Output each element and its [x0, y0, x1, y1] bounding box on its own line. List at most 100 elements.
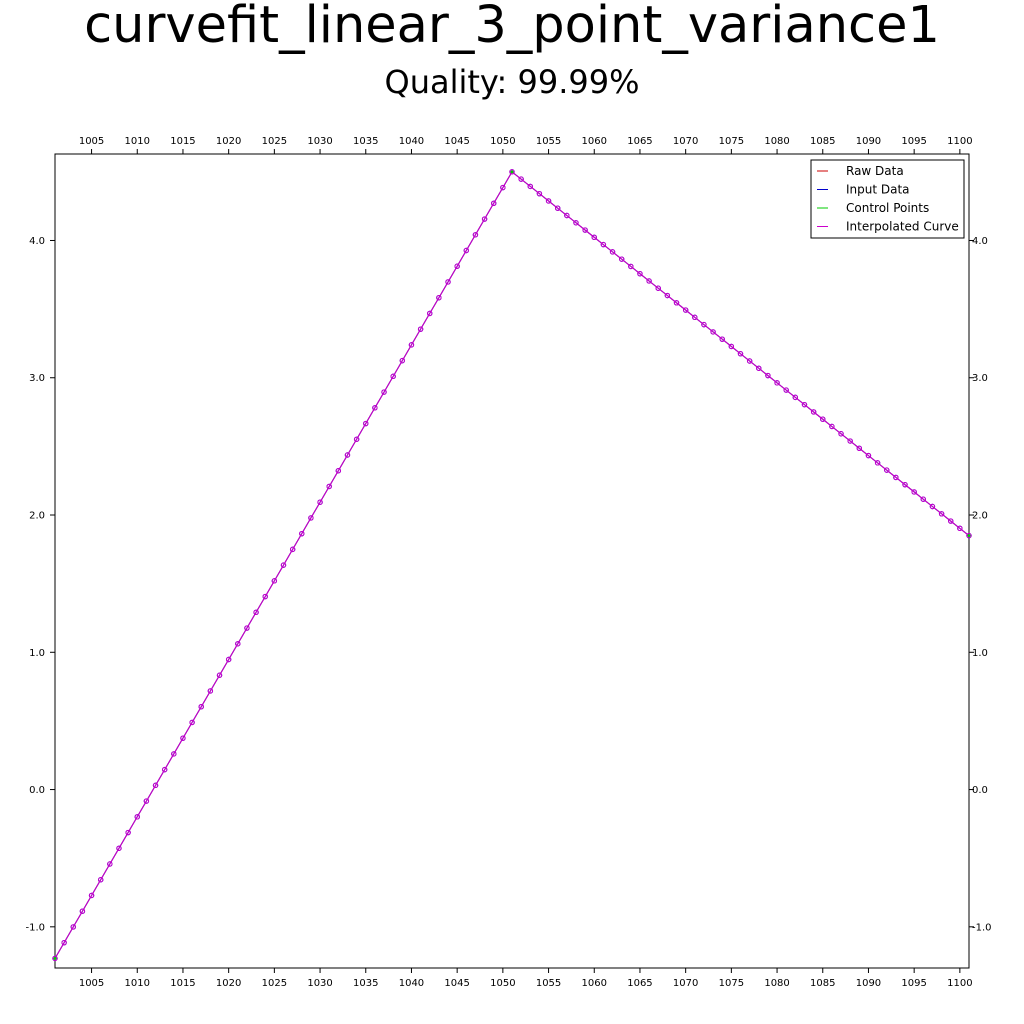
interpolated-curve-point — [363, 420, 369, 427]
x-tick-label-top: 1020 — [216, 136, 241, 147]
interpolated-curve-point — [344, 452, 351, 458]
interpolated-curve-point — [591, 234, 597, 241]
interpolated-curve-point — [79, 908, 86, 914]
interpolated-curve-point — [98, 877, 104, 883]
x-tick-label-top: 1025 — [262, 136, 287, 147]
y-tick-label-left: 2.0 — [29, 511, 45, 522]
interpolated-curve-point — [573, 220, 579, 226]
interpolated-curve-point — [893, 474, 899, 481]
interpolated-curve-point — [792, 394, 799, 401]
x-tick-label-bottom: 1090 — [856, 978, 881, 989]
interpolated-curve-point — [765, 372, 771, 379]
interpolated-curve-point — [491, 200, 497, 207]
interpolated-curve-point — [390, 373, 396, 380]
interpolated-curve-point — [207, 688, 214, 694]
y-tick-label-right: 4.0 — [972, 236, 988, 247]
interpolated-curve-point — [225, 656, 232, 663]
interpolated-curve-point — [107, 861, 113, 867]
interpolated-curve-point — [152, 782, 159, 789]
interpolated-curve-point — [737, 351, 744, 357]
interpolated-curve-point — [88, 892, 95, 899]
interpolated-curve-point — [938, 511, 945, 517]
interpolated-curve-point — [235, 641, 241, 647]
x-tick-label-bottom: 1095 — [901, 978, 926, 989]
interpolated-curve-point — [189, 719, 195, 726]
interpolated-curve-point — [856, 445, 863, 452]
x-tick-label-bottom: 1045 — [444, 978, 469, 989]
x-tick-label-bottom: 1070 — [673, 978, 698, 989]
interpolated-curve-point — [116, 845, 122, 851]
x-tick-label-top: 1010 — [125, 136, 150, 147]
x-tick-label-top: 1060 — [582, 136, 607, 147]
interpolated-curve-point — [500, 184, 506, 191]
interpolated-curve-point — [829, 423, 835, 430]
y-tick-label-left: 4.0 — [29, 236, 45, 247]
interpolated-curve-point — [134, 814, 140, 820]
interpolated-curve-point — [326, 483, 332, 490]
x-tick-label-top: 1100 — [947, 136, 972, 147]
y-tick-label-right: 0.0 — [972, 785, 988, 796]
interpolated-curve-point — [143, 798, 150, 804]
x-tick-label-top: 1045 — [444, 136, 469, 147]
y-tick-label-right: 1.0 — [972, 648, 988, 659]
interpolated-curve-point — [335, 468, 342, 474]
interpolated-curve-point — [555, 205, 561, 211]
interpolated-curve-point — [271, 578, 278, 584]
y-tick-label-right: 2.0 — [972, 511, 988, 522]
interpolated-curve-point — [628, 263, 634, 270]
x-tick-label-bottom: 1060 — [582, 978, 607, 989]
interpolated-curve-point — [929, 503, 936, 510]
interpolated-curve-point — [664, 292, 671, 299]
x-tick-label-top: 1005 — [79, 136, 104, 147]
interpolated-curve-point — [756, 365, 762, 371]
y-tick-label-right: -1.0 — [972, 922, 992, 933]
interpolated-curve-point — [673, 300, 680, 306]
interpolated-curve-point — [216, 672, 223, 678]
interpolated-curve-point — [911, 489, 917, 495]
interpolated-curve-point — [436, 294, 442, 301]
x-tick-label-top: 1095 — [901, 136, 926, 147]
x-tick-label-bottom: 1030 — [307, 978, 332, 989]
interpolated-curve-point — [353, 436, 360, 442]
chart-title: curvefit_linear_3_point_variance1 — [84, 0, 940, 55]
interpolated-curve-point — [637, 270, 643, 277]
x-tick-label-bottom: 1020 — [216, 978, 241, 989]
interpolated-curve-point — [417, 326, 424, 332]
x-tick-label-bottom: 1010 — [125, 978, 150, 989]
x-tick-label-bottom: 1025 — [262, 978, 287, 989]
interpolated-curve-point — [427, 310, 433, 317]
chart-subtitle: Quality: 99.99% — [384, 63, 640, 101]
interpolated-curve-point — [783, 387, 789, 393]
interpolated-curve-point — [280, 562, 287, 568]
y-tick-label-left: 0.0 — [29, 785, 45, 796]
interpolated-curve-point — [655, 285, 661, 291]
interpolated-curve-point — [52, 955, 58, 962]
interpolated-curve-point — [253, 609, 259, 616]
interpolated-curve-point — [399, 357, 406, 364]
interpolated-curve-point — [646, 278, 652, 284]
legend-box — [810, 159, 965, 239]
interpolated-curve-point — [920, 496, 926, 502]
x-tick-label-bottom: 1015 — [170, 978, 195, 989]
interpolated-curve-point — [372, 405, 378, 411]
interpolated-curve-point — [774, 380, 780, 386]
series — [52, 169, 972, 962]
interpolated-curve-point — [874, 460, 881, 466]
interpolated-curve-point — [801, 401, 808, 408]
interpolated-curve-point — [820, 416, 826, 422]
interpolated-curve-point — [701, 321, 707, 328]
legend-label: Interpolated Curve — [846, 220, 959, 234]
interpolated-curve-point — [445, 279, 451, 285]
interpolated-curve-point — [682, 307, 689, 313]
y-tick-label-left: 1.0 — [29, 648, 45, 659]
interpolated-curve-point — [454, 263, 460, 269]
interpolated-curve-point — [171, 751, 177, 757]
interpolated-curve-point — [308, 515, 314, 521]
interpolated-curve-point — [884, 467, 890, 473]
interpolated-curve-point — [564, 212, 570, 219]
interpolated-curve-point — [299, 530, 305, 537]
interpolated-curve-point — [847, 438, 853, 444]
interpolated-curve-point — [746, 358, 753, 364]
y-tick-label-left: -1.0 — [25, 922, 45, 933]
x-tick-label-bottom: 1050 — [490, 978, 515, 989]
